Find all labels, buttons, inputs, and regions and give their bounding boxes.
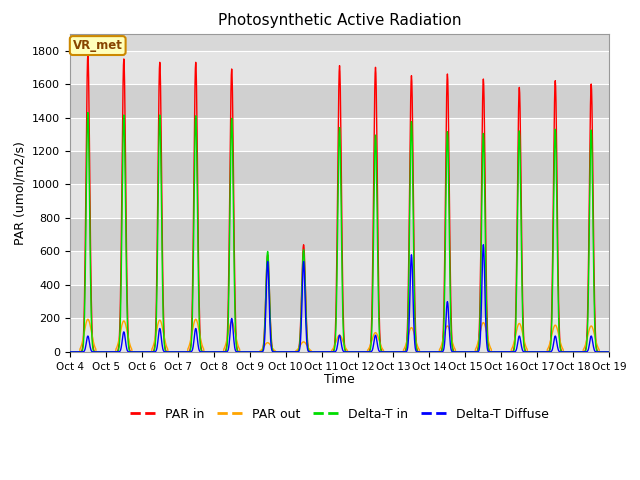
Bar [70,118,609,151]
Bar [70,285,609,318]
X-axis label: Time: Time [324,373,355,386]
Bar [70,184,609,218]
Text: VR_met: VR_met [73,39,123,52]
Bar [70,50,609,84]
Bar [70,252,609,285]
Y-axis label: PAR (umol/m2/s): PAR (umol/m2/s) [13,141,26,245]
Bar [70,218,609,252]
Bar [70,84,609,118]
Title: Photosynthetic Active Radiation: Photosynthetic Active Radiation [218,13,461,28]
Bar [70,151,609,184]
Bar [70,218,609,252]
Bar [70,285,609,318]
Bar [70,318,609,352]
Legend: PAR in, PAR out, Delta-T in, Delta-T Diffuse: PAR in, PAR out, Delta-T in, Delta-T Dif… [125,403,554,426]
Bar [70,151,609,184]
Bar [70,84,609,118]
